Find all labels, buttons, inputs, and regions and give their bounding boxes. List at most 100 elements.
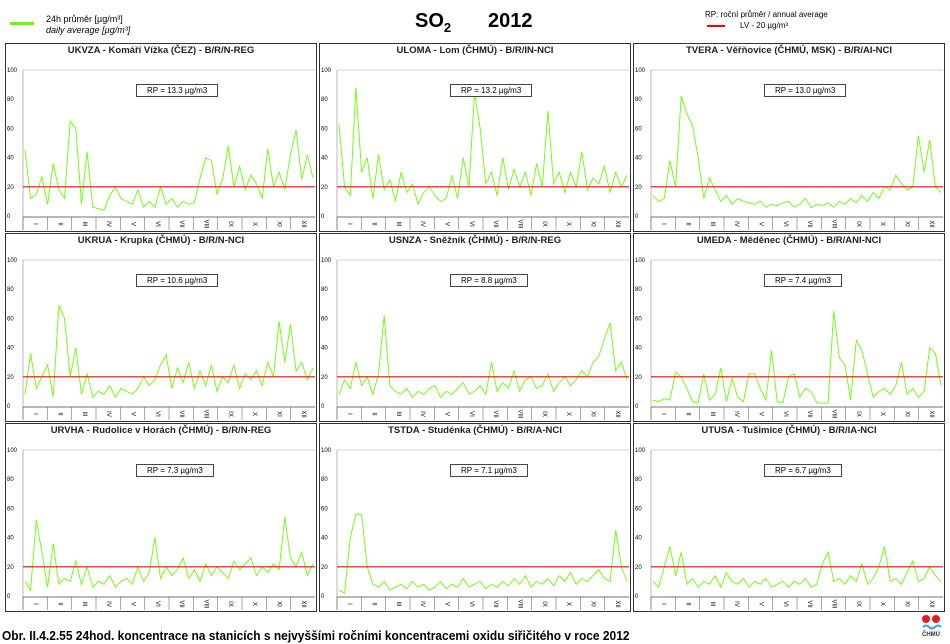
y-tick-label: 100 [7,448,18,454]
legend-daily-en: daily average [µg/m³] [46,25,131,35]
month-label: IV [419,601,425,607]
month-label: IX [227,601,233,607]
annual-average-box: RP = 8.8 µg/m3 [450,274,528,287]
month-label: III [395,221,401,226]
y-tick-label: 20 [635,375,642,381]
title-subscript: 2 [443,20,452,35]
month-label: IV [105,221,111,227]
month-label: II [371,222,377,226]
month-label: XII [928,220,934,228]
month-label: IX [541,601,547,607]
month-label: II [371,602,377,606]
y-tick-label: 80 [321,97,328,103]
month-label: X [879,412,885,416]
month-label: V [758,602,764,606]
month-label: IV [105,411,111,417]
annual-average-box: RP = 7.4 µg/m3 [764,274,842,287]
month-label: III [81,411,87,416]
month-label: XII [300,600,306,608]
month-label: I [660,603,666,605]
daily-average-series [24,517,314,592]
month-label: XII [300,410,306,418]
month-label: VII [806,600,812,608]
month-label: XII [614,600,620,608]
panel-title: TVERA - Věřňovice (ČHMÚ, MSK) - B/R/AI-N… [685,45,893,56]
month-label: VII [492,220,498,228]
y-tick-label: 60 [321,506,328,512]
legend-rp: RP: roční průměr / annual average [705,10,828,19]
month-label: III [709,411,715,416]
annual-average-box: RP = 7.1 µg/m3 [450,464,528,477]
panel-title: UKVZA - Komáří Vížka (ČEZ) - B/R/N-REG [67,45,255,56]
y-tick-label: 20 [321,185,328,191]
station-panel: UKVZA - Komáří Vížka (ČEZ) - B/R/N-REG 0 2… [5,43,317,232]
month-label: XI [590,601,596,607]
month-label: III [709,601,715,606]
month-label: X [565,222,571,226]
y-tick-label: 40 [635,536,642,542]
month-label: X [251,222,257,226]
y-tick-label: 0 [7,594,11,600]
y-tick-label: 0 [635,214,639,220]
y-tick-label: 60 [7,316,14,322]
month-label: XI [590,221,596,227]
month-label: II [685,412,691,416]
station-panel: UTUSA - Tušimice (ČHMÚ) - B/R/IA-NCI 0 20 4… [633,423,945,612]
month-label: IX [855,221,861,227]
y-tick-label: 60 [635,506,642,512]
month-label: VI [154,221,160,227]
figure-caption: Obr. II.4.2.55 24hod. koncentrace na sta… [2,628,630,643]
panel-title: TSTDA - Studénka (ČHMÚ) - B/R/A-NCI [388,425,562,436]
y-tick-label: 0 [635,594,639,600]
daily-average-series [338,513,628,594]
y-tick-label: 60 [635,126,642,132]
y-tick-label: 100 [7,68,18,74]
month-label: X [251,602,257,606]
legend-limit: LV - 20 µg/m³ [740,21,789,30]
month-label: III [81,601,87,606]
title-compound: SO [415,10,444,32]
month-label: III [709,221,715,226]
daily-average-series [24,119,314,211]
month-label: X [879,602,885,606]
y-tick-label: 60 [7,506,14,512]
month-label: V [758,222,764,226]
month-label: IV [105,601,111,607]
month-label: VIII [517,409,523,418]
y-tick-label: 0 [321,594,325,600]
month-label: IV [419,411,425,417]
month-label: II [685,222,691,226]
month-label: IV [419,221,425,227]
y-tick-label: 40 [321,346,328,352]
y-tick-label: 40 [321,536,328,542]
month-label: X [565,412,571,416]
month-label: I [32,223,38,225]
month-label: VII [806,410,812,418]
month-label: VIII [831,219,837,228]
month-label: VII [178,220,184,228]
month-label: VII [492,600,498,608]
month-label: XI [276,601,282,607]
chart-title: SO2 [415,10,451,35]
month-label: VII [806,220,812,228]
month-label: XII [614,220,620,228]
month-label: XII [928,600,934,608]
station-panel: ULOMA - Lom (ČHMÚ) - B/R/IN-NCI 0 20 40 60 80… [319,43,631,232]
y-tick-label: 60 [321,316,328,322]
y-tick-label: 20 [7,185,14,191]
daily-average-series [652,311,942,404]
month-label: VI [468,411,474,417]
y-tick-label: 20 [635,185,642,191]
month-label: I [346,603,352,605]
y-tick-label: 80 [7,477,14,483]
month-label: IV [733,601,739,607]
y-tick-label: 40 [635,346,642,352]
y-tick-label: 100 [635,448,646,454]
y-tick-label: 0 [321,404,325,410]
station-panel: TSTDA - Studénka (ČHMÚ) - B/R/A-NCI 0 20 40… [319,423,631,612]
